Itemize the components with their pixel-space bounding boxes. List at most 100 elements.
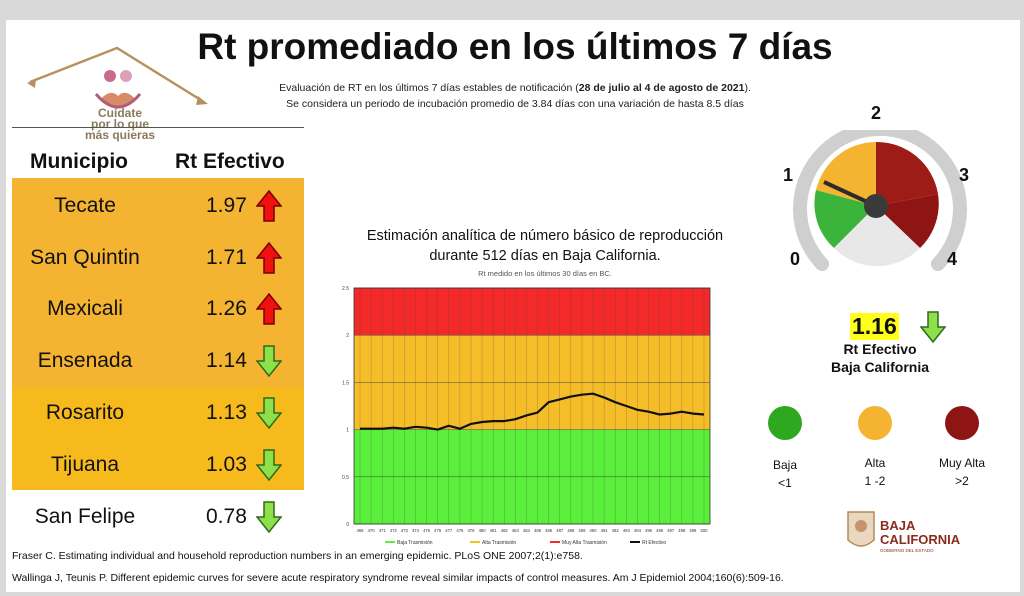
gauge-label-0: 0 xyxy=(790,249,801,269)
x-tick-label: 491 xyxy=(601,528,609,533)
x-tick-label: 480 xyxy=(479,528,487,533)
series-line-0 xyxy=(360,392,705,431)
arrow-down-icon xyxy=(256,345,282,377)
legend-label: Alta Trasmisión xyxy=(482,540,516,546)
x-tick-label: 475 xyxy=(423,528,431,533)
x-tick-label: 493 xyxy=(623,528,631,533)
x-tick-label: 496 xyxy=(656,528,664,533)
municipio-name: San Felipe xyxy=(34,505,136,528)
gauge-label-4: 4 xyxy=(947,249,958,269)
arrow-up-icon xyxy=(256,293,282,325)
x-tick-label: 470 xyxy=(368,528,376,533)
x-tick-label: 488 xyxy=(567,528,575,533)
baja-california-logo-icon: BAJA CALIFORNIA GOBIERNO DEL ESTADO xyxy=(847,511,961,553)
legend-dot-baja-icon xyxy=(768,406,802,440)
municipio-name: Tecate xyxy=(54,194,116,217)
y-tick-label: 1 xyxy=(346,428,349,434)
x-tick-label: 486 xyxy=(545,528,553,533)
municipio-name: Rosarito xyxy=(45,401,125,424)
rt-value: 0.78 xyxy=(206,505,247,528)
x-tick-label: 497 xyxy=(667,528,675,533)
x-tick-label: 498 xyxy=(678,528,686,533)
y-tick-label: 1.5 xyxy=(342,380,349,386)
x-tick-label: 494 xyxy=(634,528,642,533)
legend-label: Muy Alta Trasmisión xyxy=(562,540,607,546)
legend-label-alta: Alta 1 -2 xyxy=(864,456,886,488)
rt-value: 1.16 xyxy=(850,313,899,340)
municipio-name: Tijuana xyxy=(50,453,120,476)
x-tick-label: 478 xyxy=(456,528,464,533)
x-tick-label: 484 xyxy=(523,528,531,533)
rt-value: 1.03 xyxy=(206,453,247,476)
col-header-municipio: Municipio xyxy=(30,150,128,173)
x-tick-label: 485 xyxy=(534,528,542,533)
x-tick-label: 483 xyxy=(512,528,520,533)
y-tick-label: 2 xyxy=(346,333,349,339)
col-header-rt: Rt Efectivo xyxy=(175,150,285,173)
municipio-name: Mexicali xyxy=(47,297,123,320)
x-tick-label: 500 xyxy=(701,528,709,533)
gauge-label-1: 1 xyxy=(783,165,794,185)
table-row: San Felipe 0.78 xyxy=(12,491,304,543)
municipio-name: Ensenada xyxy=(37,349,133,372)
x-tick-label: 469 xyxy=(357,528,365,533)
table-band-lower xyxy=(12,387,304,490)
table-row: Tijuana 1.03 xyxy=(12,439,304,491)
x-tick-label: 479 xyxy=(467,528,475,533)
divider xyxy=(12,127,304,128)
x-tick-label: 482 xyxy=(501,528,509,533)
cuidate-logo-icon xyxy=(27,46,208,109)
x-tick-label: 481 xyxy=(490,528,498,533)
table-band-upper xyxy=(12,178,304,387)
x-tick-label: 490 xyxy=(590,528,598,533)
table-row: Mexicali 1.26 xyxy=(12,283,304,335)
arrow-down-icon xyxy=(256,501,282,533)
gauge-label-3: 3 xyxy=(959,165,970,185)
arrow-down-icon xyxy=(256,449,282,481)
logo-text: Cuídate por lo que más quieras xyxy=(85,106,156,142)
y-tick-label: 0.5 xyxy=(342,475,349,481)
legend-label-baja: Baja <1 xyxy=(772,458,798,490)
svg-text:BAJA: BAJA xyxy=(880,518,916,533)
x-tick-label: 477 xyxy=(445,528,453,533)
y-tick-label: 2.5 xyxy=(342,286,349,292)
page-title: Rt promediado en los últimos 7 días xyxy=(197,26,833,67)
legend-dot-alta-icon xyxy=(858,406,892,440)
gauge-label-2: 2 xyxy=(871,103,882,123)
arrow-up-icon xyxy=(256,242,282,274)
x-tick-label: 471 xyxy=(379,528,387,533)
legend-label: Rt Efectivo xyxy=(642,540,666,546)
x-tick-label: 473 xyxy=(401,528,409,533)
x-tick-label: 476 xyxy=(434,528,442,533)
rt-label: Rt Efectivo Baja California xyxy=(830,341,930,375)
legend-dot-muy-alta-icon xyxy=(945,406,979,440)
svg-text:GOBIERNO DEL ESTADO: GOBIERNO DEL ESTADO xyxy=(880,548,934,553)
reference-2: Wallinga J, Teunis P. Different epidemic… xyxy=(12,572,784,584)
gauge-icon xyxy=(793,130,967,271)
subtitle: Evaluación de RT en los últimos 7 días e… xyxy=(279,82,751,110)
rt-value: 1.71 xyxy=(206,246,247,269)
plot-frame xyxy=(353,287,711,525)
x-tick-label: 472 xyxy=(390,528,398,533)
x-tick-label: 487 xyxy=(556,528,564,533)
x-tick-label: 492 xyxy=(612,528,620,533)
band-2 xyxy=(354,288,710,336)
svg-text:CALIFORNIA: CALIFORNIA xyxy=(880,532,961,547)
legend-label: Baja Trasmisión xyxy=(397,540,433,546)
x-tick-label: 495 xyxy=(645,528,653,533)
municipio-name: San Quintin xyxy=(30,246,140,269)
x-tick-label: 499 xyxy=(689,528,697,533)
table-row: Ensenada 1.14 xyxy=(12,335,304,387)
rt-value: 1.14 xyxy=(206,349,247,372)
table-row: San Quintin 1.71 xyxy=(12,232,304,284)
chart-title: Estimación analítica de número básico de… xyxy=(366,228,724,264)
table-row: Tecate 1.97 xyxy=(12,180,304,232)
chart-subtitle: Rt medido en los últimos 30 días en BC. xyxy=(478,269,612,278)
legend-label-muy-alta: Muy Alta >2 xyxy=(938,456,986,488)
arrow-down-icon xyxy=(256,397,282,429)
y-tick-label: 0 xyxy=(346,522,349,528)
rt-value: 1.97 xyxy=(206,194,247,217)
arrow-down-icon xyxy=(920,311,946,343)
table-row: Rosarito 1.13 xyxy=(12,387,304,439)
